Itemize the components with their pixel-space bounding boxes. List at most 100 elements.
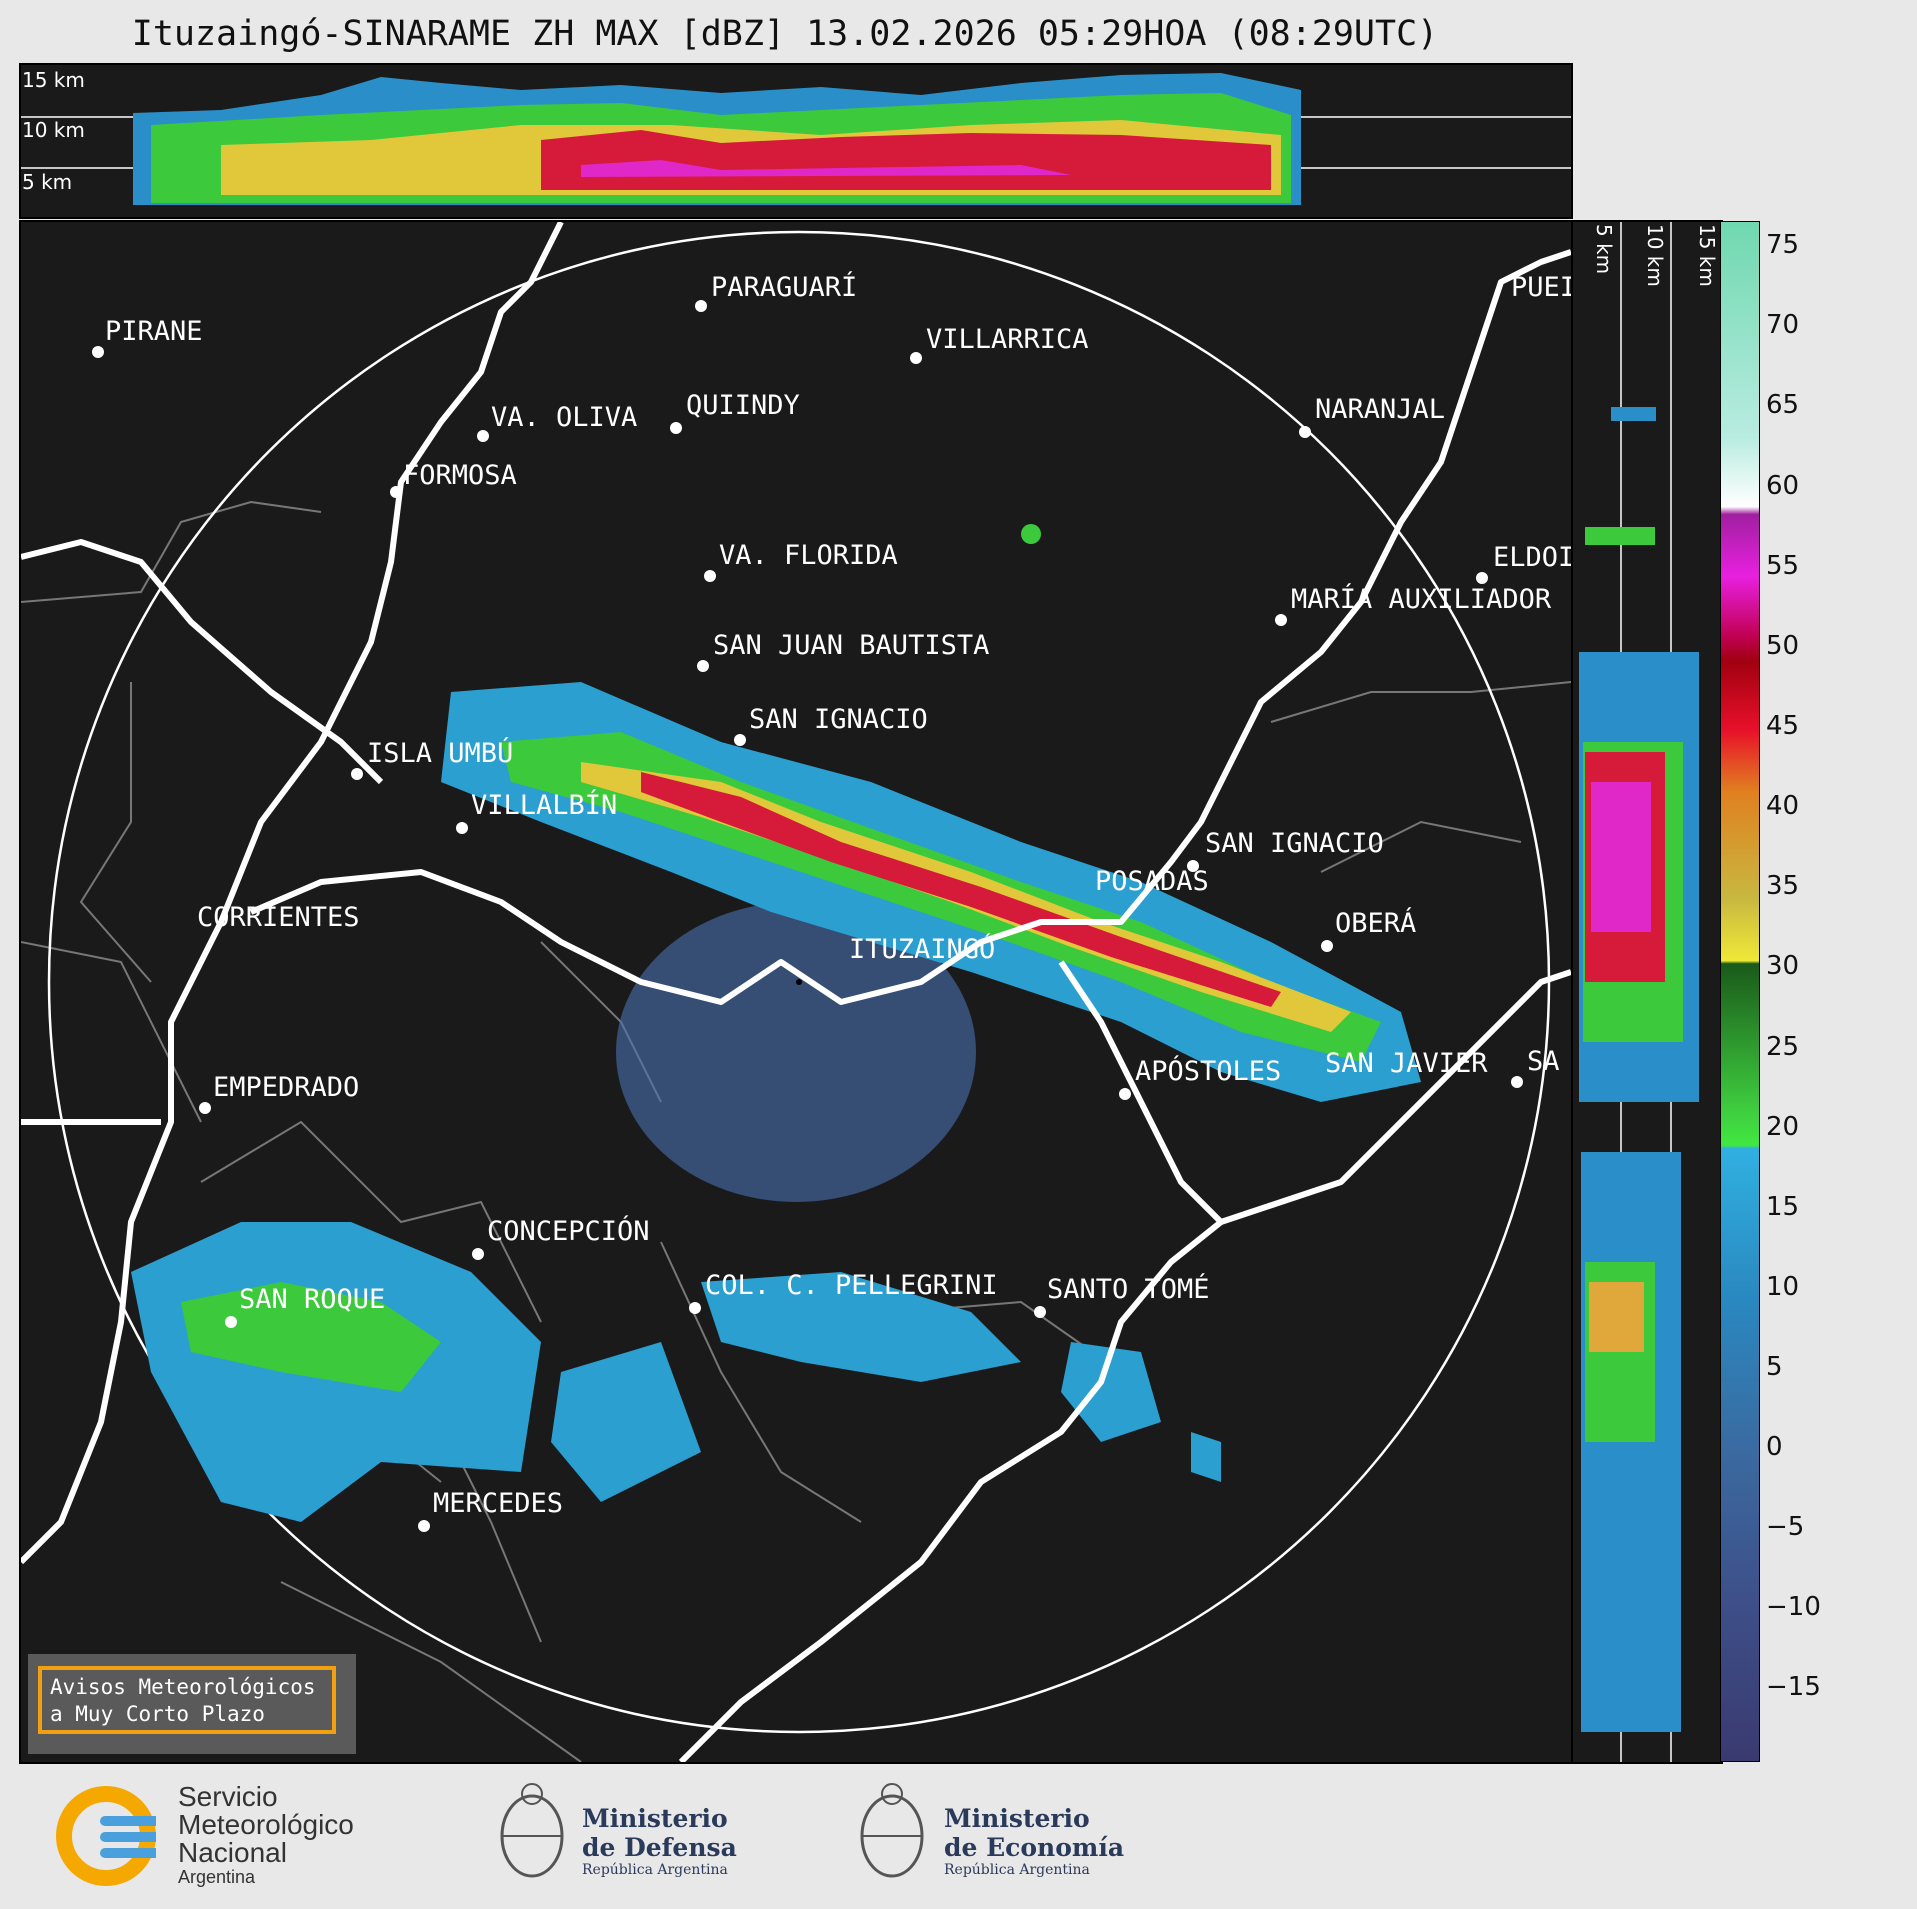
city-dot bbox=[225, 1316, 237, 1328]
city-label: QUIINDY bbox=[686, 390, 800, 421]
city-dot bbox=[1476, 572, 1488, 584]
city-dot bbox=[697, 660, 709, 672]
city-label: SA bbox=[1527, 1046, 1560, 1077]
city-dot bbox=[472, 1248, 484, 1260]
colorbar-tick: −10 bbox=[1766, 1592, 1821, 1622]
smn-text-line: Nacional bbox=[178, 1837, 287, 1868]
city-label: COL. C. PELLEGRINI bbox=[705, 1270, 998, 1301]
city-label: CORRIENTES bbox=[197, 902, 360, 933]
city-label: ISLA UMBÚ bbox=[367, 738, 514, 769]
city-dot bbox=[199, 1102, 211, 1114]
colorbar-tick: 35 bbox=[1766, 871, 1800, 901]
city-label: ITUZAINGÓ bbox=[849, 934, 996, 965]
colorbar-tick: −5 bbox=[1766, 1512, 1805, 1542]
city-label: PUEI bbox=[1511, 272, 1573, 303]
city-label: APÓSTOLES bbox=[1135, 1056, 1282, 1087]
city-label: SAN JUAN BAUTISTA bbox=[713, 630, 990, 661]
smn-text-line: Servicio bbox=[178, 1781, 278, 1812]
vertical-label-5km: 5 km bbox=[1592, 224, 1616, 275]
map-title: Ituzaingó-SINARAME ZH MAX [dBZ] 13.02.20… bbox=[131, 14, 1439, 54]
aviso-line1: Avisos Meteorológicos bbox=[50, 1675, 316, 1699]
defensa-logo-text: Ministerio de Defensa República Argentin… bbox=[582, 1804, 737, 1878]
colorbar-tick: 60 bbox=[1766, 471, 1800, 501]
economia-text-line: Ministerio bbox=[944, 1804, 1090, 1833]
aviso-box: Avisos Meteorológicos a Muy Corto Plazo bbox=[28, 1654, 356, 1754]
city-dot bbox=[477, 430, 489, 442]
defensa-text-line: República Argentina bbox=[582, 1862, 728, 1878]
smn-logo-icon bbox=[56, 1786, 156, 1886]
right-echo-graphic bbox=[1579, 222, 1699, 1762]
city-dot bbox=[704, 570, 716, 582]
colorbar-tick: 30 bbox=[1766, 951, 1800, 981]
top-echo-graphic bbox=[21, 73, 1571, 205]
city-label: VILLALBÍN bbox=[471, 790, 618, 821]
city-label: FORMOSA bbox=[403, 460, 517, 491]
city-label: SAN JAVIER bbox=[1325, 1048, 1488, 1079]
city-dot bbox=[1299, 426, 1311, 438]
colorbar-tick: −15 bbox=[1766, 1672, 1821, 1702]
city-dot bbox=[670, 422, 682, 434]
smn-text-line: Argentina bbox=[178, 1867, 256, 1887]
colorbar-tick: 10 bbox=[1766, 1272, 1800, 1302]
city-label: VA. FLORIDA bbox=[719, 540, 898, 571]
city-label: SAN IGNACIO bbox=[749, 704, 928, 735]
defensa-text-line: Ministerio bbox=[582, 1804, 728, 1833]
city-dot bbox=[456, 822, 468, 834]
city-label: EMPEDRADO bbox=[213, 1072, 360, 1103]
city-dot bbox=[418, 1520, 430, 1532]
city-label: VILLARRICA bbox=[926, 324, 1089, 355]
city-label: SAN IGNACIO bbox=[1205, 828, 1384, 859]
city-dot bbox=[390, 486, 402, 498]
aviso-line2: a Muy Corto Plazo bbox=[50, 1702, 265, 1726]
city-label: POSADAS bbox=[1095, 866, 1209, 897]
city-dot bbox=[92, 346, 104, 358]
colorbar-tick: 50 bbox=[1766, 631, 1800, 661]
height-label-5km: 5 km bbox=[22, 170, 73, 194]
city-dot bbox=[1511, 1076, 1523, 1088]
colorbar-tick: 20 bbox=[1766, 1112, 1800, 1142]
city-dot bbox=[1034, 1306, 1046, 1318]
city-label: VA. OLIVA bbox=[491, 402, 638, 433]
city-label: CONCEPCIÓN bbox=[487, 1216, 650, 1247]
height-label-10km: 10 km bbox=[22, 118, 85, 142]
colorbar-tick: 15 bbox=[1766, 1192, 1800, 1222]
city-dot bbox=[689, 1302, 701, 1314]
city-label: PARAGUARÍ bbox=[711, 272, 858, 303]
smn-text-line: Meteorológico bbox=[178, 1809, 354, 1840]
colorbar-tick: 65 bbox=[1766, 390, 1800, 420]
city-label: MERCEDES bbox=[433, 1488, 564, 1519]
city-dot bbox=[695, 300, 707, 312]
city-dot bbox=[1187, 860, 1199, 872]
smn-logo-text: Servicio Meteorológico Nacional Argentin… bbox=[178, 1781, 354, 1888]
city-dot bbox=[351, 768, 363, 780]
colorbar-tick: 55 bbox=[1766, 551, 1800, 581]
city-label: SAN ROQUE bbox=[239, 1284, 386, 1315]
vertical-label-15km: 15 km bbox=[1695, 224, 1719, 287]
argentina-shield-icon bbox=[860, 1783, 924, 1878]
city-label: PIRANE bbox=[105, 316, 203, 347]
city-label: SANTO TOMÉ bbox=[1047, 1274, 1210, 1305]
city-dot bbox=[1321, 940, 1333, 952]
vertical-label-10km: 10 km bbox=[1643, 224, 1667, 287]
aviso-frame: Avisos Meteorológicos a Muy Corto Plazo bbox=[38, 1666, 336, 1734]
defensa-text-line: de Defensa bbox=[582, 1833, 737, 1862]
colorbar-tick: 75 bbox=[1766, 230, 1800, 260]
city-label: MARÍA AUXILIADOR bbox=[1291, 584, 1552, 615]
colorbar-tick: 45 bbox=[1766, 711, 1800, 741]
city-label: NARANJAL bbox=[1315, 394, 1446, 425]
radar-map-graphic bbox=[21, 222, 1571, 1762]
economia-text-line: República Argentina bbox=[944, 1862, 1090, 1878]
colorbar-tick: 70 bbox=[1766, 310, 1800, 340]
city-dot bbox=[1275, 614, 1287, 626]
height-label-15km: 15 km bbox=[22, 68, 85, 92]
city-dot bbox=[910, 352, 922, 364]
colorbar-tick: 25 bbox=[1766, 1032, 1800, 1062]
top-height-panel bbox=[19, 63, 1573, 219]
city-dot bbox=[734, 734, 746, 746]
economia-logo-text: Ministerio de Economía República Argenti… bbox=[944, 1804, 1124, 1878]
city-label: OBERÁ bbox=[1335, 908, 1417, 939]
colorbar-tick: 40 bbox=[1766, 791, 1800, 821]
city-dot bbox=[1119, 1088, 1131, 1100]
dbz-colorbar bbox=[1720, 221, 1760, 1762]
colorbar-tick: 0 bbox=[1766, 1432, 1783, 1462]
